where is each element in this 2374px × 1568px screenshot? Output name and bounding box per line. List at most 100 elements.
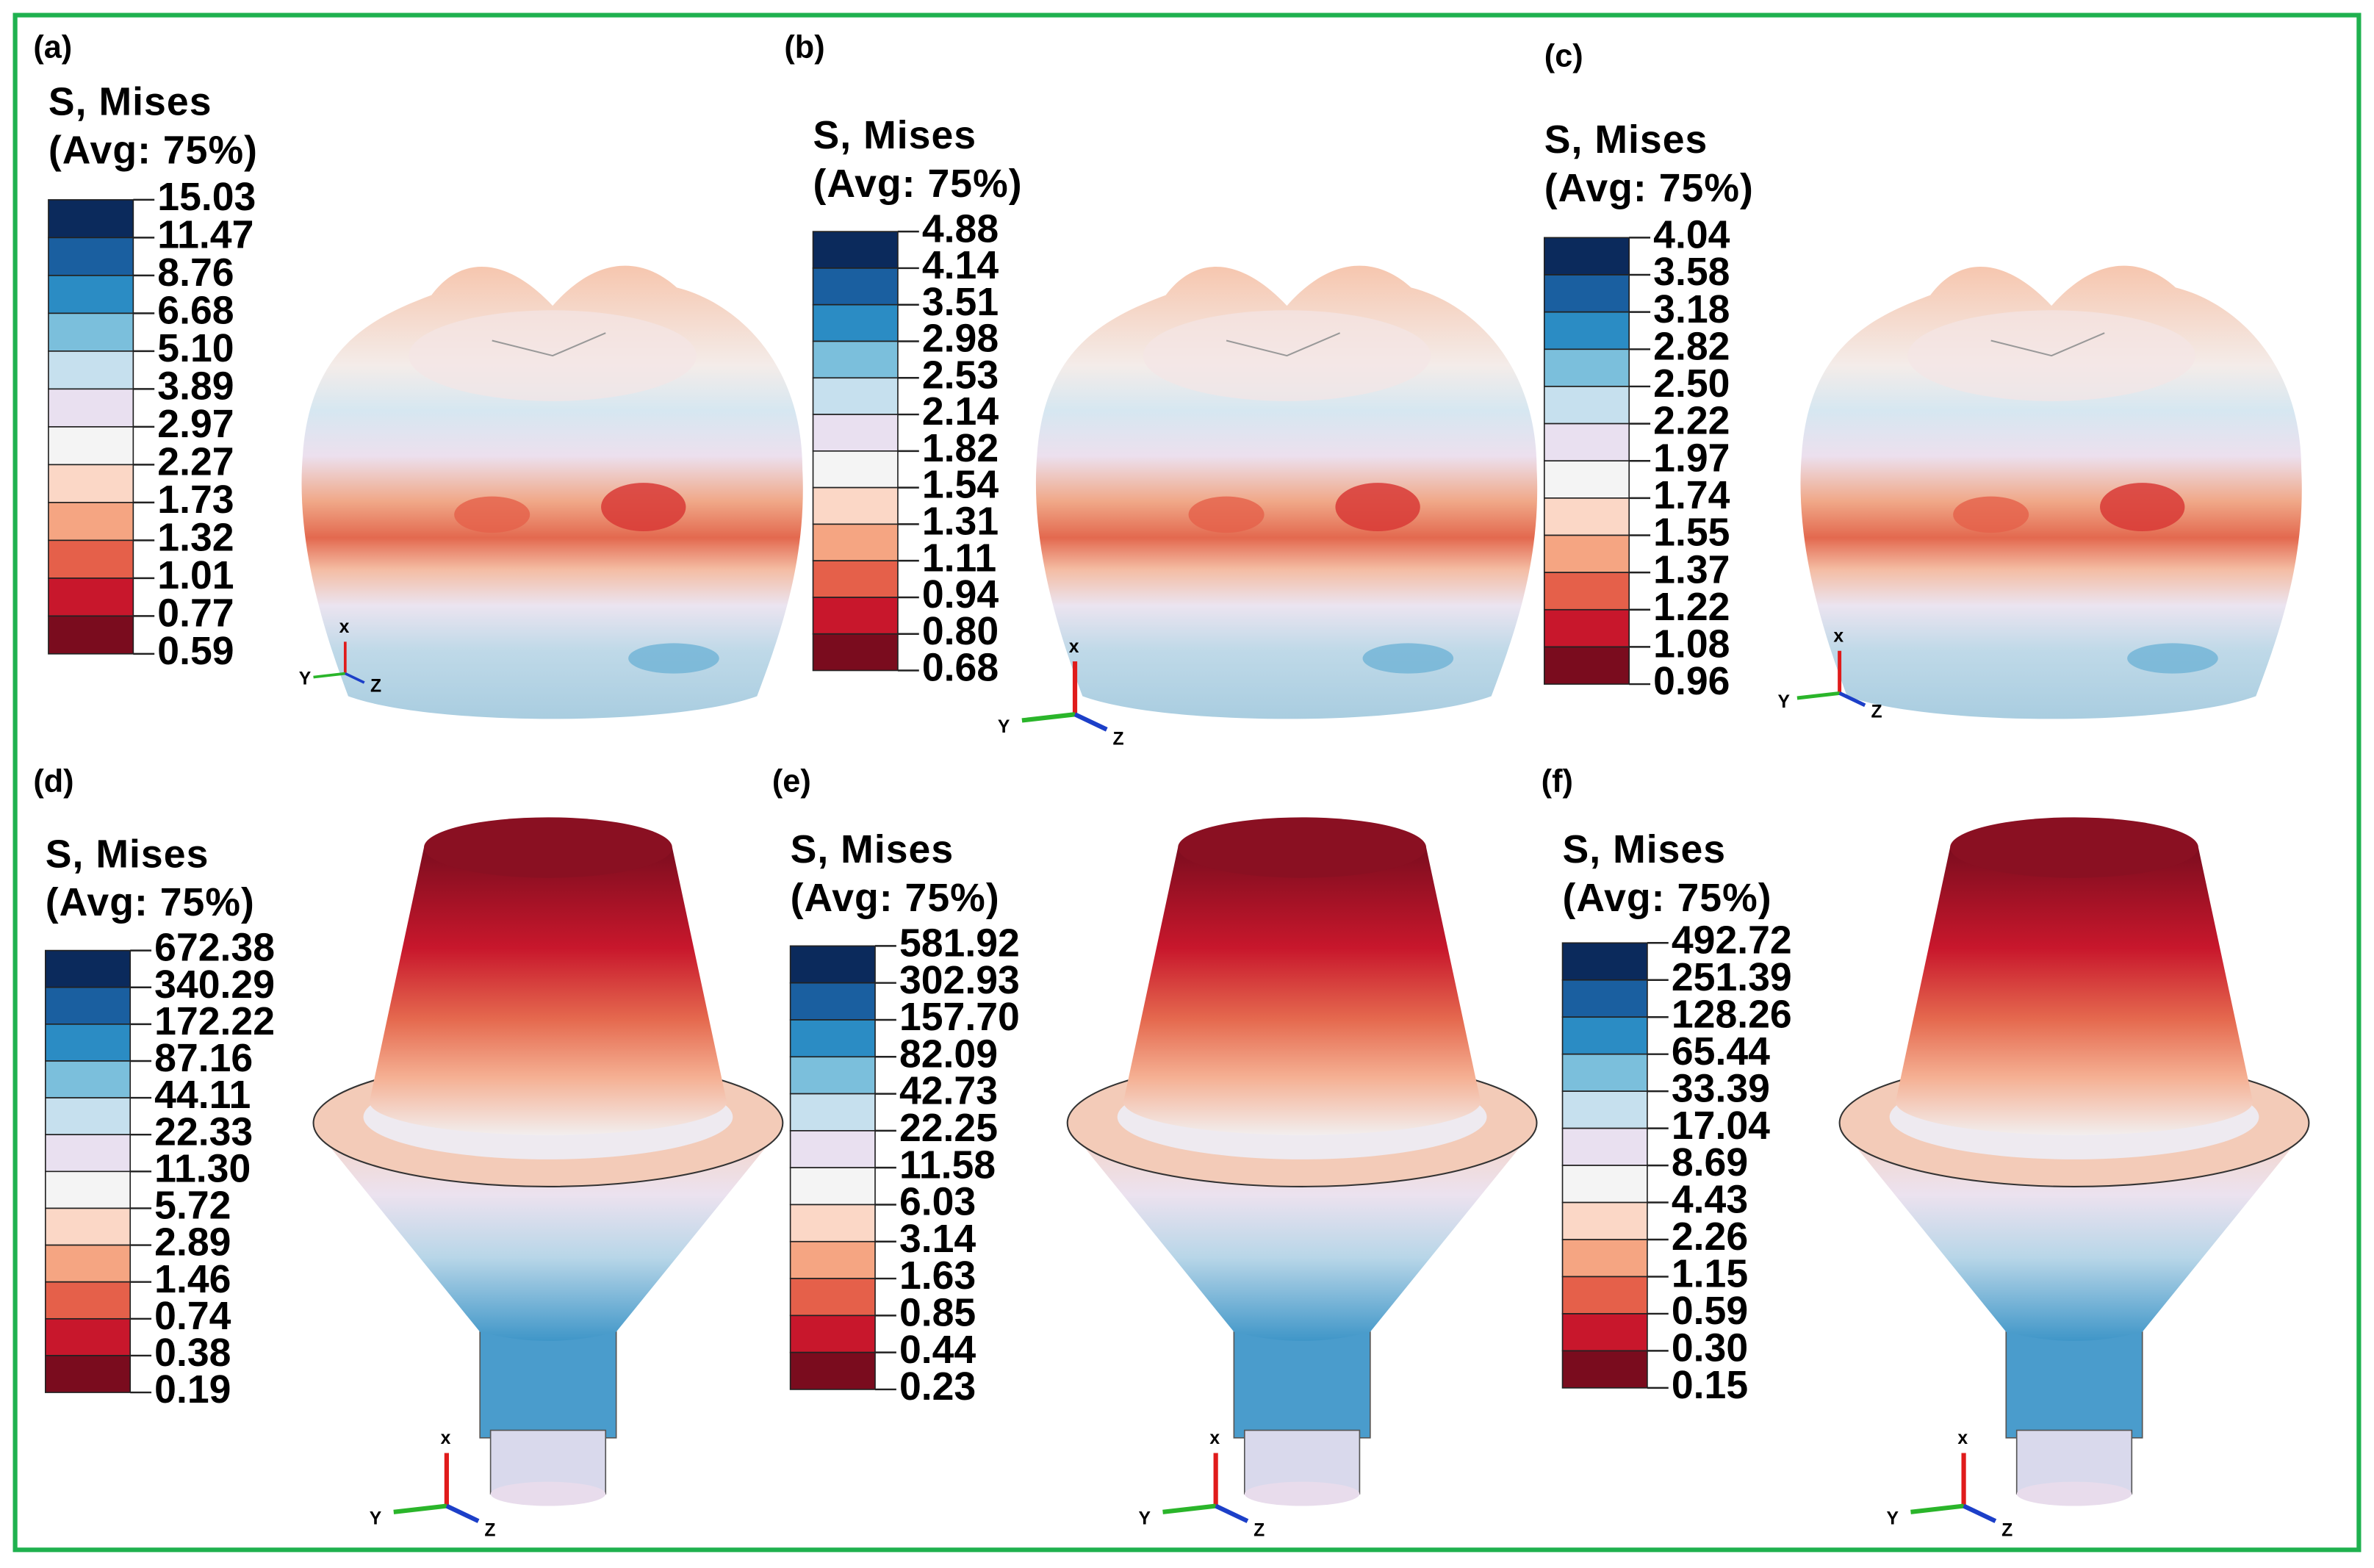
legend-level: 2.82 <box>1653 325 1730 368</box>
blue-patch <box>1362 643 1454 674</box>
legend-swatch <box>789 1167 876 1206</box>
axis-y-label: Y <box>370 1508 382 1528</box>
legend-swatch <box>812 414 899 452</box>
panel-label: (a) <box>33 29 72 65</box>
legend-level: 0.68 <box>922 647 999 690</box>
legend-swatch <box>48 578 134 617</box>
legend-level: 4.43 <box>1672 1179 1748 1222</box>
axis-x-label: x <box>1957 1428 1968 1448</box>
legend-swatch <box>48 539 134 579</box>
legend-swatch <box>1561 1127 1648 1166</box>
legend-swatch <box>789 1240 876 1279</box>
legend-level: 22.33 <box>154 1110 253 1154</box>
legend-level: 2.89 <box>154 1221 231 1265</box>
stress-spot <box>454 496 530 533</box>
legend-swatch <box>789 1315 876 1353</box>
legend-swatch <box>48 426 134 466</box>
panel: (c) S, Mises (Avg: 75%)4.043.583.182.822.5… <box>1543 39 2302 722</box>
axis-z-label: Z <box>1253 1521 1265 1541</box>
axis-x-label: x <box>339 617 350 637</box>
legend-title: S, Mises <box>791 828 954 871</box>
panel-label: (e) <box>772 763 811 799</box>
axis-x-label: x <box>1833 626 1844 646</box>
axis-z-label: Z <box>1113 729 1124 749</box>
legend-level: 82.09 <box>899 1032 998 1076</box>
abutment-funnel <box>1844 1132 2305 1342</box>
legend-swatch <box>48 237 134 276</box>
legend-swatch <box>1561 1201 1648 1240</box>
legend-level: 17.04 <box>1672 1104 1770 1148</box>
legend-level: 1.15 <box>1672 1253 1748 1296</box>
legend-swatch <box>1561 1090 1648 1129</box>
legend-level: 15.03 <box>157 176 256 219</box>
legend-level: 1.46 <box>154 1258 231 1301</box>
legend-subtitle: (Avg: 75%) <box>1563 877 1772 920</box>
legend-swatch <box>789 945 876 984</box>
legend-level: 0.80 <box>922 610 999 653</box>
stress-spot <box>2100 483 2185 532</box>
axis-z-arrow <box>1963 1503 1997 1523</box>
legend-level: 1.11 <box>922 536 996 580</box>
legend-swatch <box>1561 979 1648 1018</box>
abutment-cone <box>1123 847 1481 1135</box>
crown-body <box>301 265 803 719</box>
legend-swatch <box>1561 1165 1648 1204</box>
axis-z-label: Z <box>2001 1521 2012 1541</box>
stress-spot <box>601 483 686 532</box>
blue-patch <box>628 643 719 674</box>
legend-level: 0.23 <box>899 1365 976 1409</box>
legend-level: 1.82 <box>922 427 999 470</box>
legend-level: 0.94 <box>922 573 999 616</box>
legend-level: 11.47 <box>157 214 253 257</box>
axis-y-label: Y <box>1778 692 1791 712</box>
legend-level: 4.04 <box>1653 214 1730 257</box>
legend-swatch <box>1561 1239 1648 1278</box>
panel: (a) S, Mises (Avg: 75%)15.0311.478.766.685… <box>33 29 803 719</box>
legend-title: S, Mises <box>813 114 977 157</box>
legend-level: 0.44 <box>899 1328 976 1372</box>
legend-level: 2.50 <box>1653 362 1730 406</box>
legend-level: 2.22 <box>1653 400 1730 443</box>
legend-level: 0.38 <box>154 1331 231 1375</box>
panel: (b) S, Mises (Avg: 75%)4.884.143.512.982.5… <box>784 29 1538 749</box>
legend-swatch <box>1561 1276 1648 1315</box>
legend-swatch <box>44 1170 132 1209</box>
legend-level: 1.63 <box>899 1254 976 1298</box>
legend-swatch <box>48 388 134 428</box>
axis-z-label: Z <box>1871 702 1882 722</box>
legend-swatch <box>44 1060 132 1098</box>
abutment-base-end <box>1244 1481 1360 1506</box>
legend-level: 0.19 <box>154 1368 231 1411</box>
legend-swatch <box>789 1204 876 1242</box>
axis-y-label: Y <box>299 669 312 688</box>
legend-level: 3.18 <box>1653 288 1730 331</box>
panel: (d) S, Mises (Avg: 75%)672.38340.29172.228… <box>33 763 784 1541</box>
legend-swatch <box>812 377 899 415</box>
crown-fissure <box>1226 332 1341 357</box>
legend-level: 3.14 <box>899 1218 976 1261</box>
legend-swatch <box>48 275 134 314</box>
legend-swatch <box>812 597 899 635</box>
legend-level: 11.58 <box>899 1143 996 1187</box>
legend-swatch <box>1543 460 1630 499</box>
legend-level: 65.44 <box>1672 1030 1770 1073</box>
panel: (e) S, Mises (Avg: 75%)581.92302.93157.708… <box>772 763 1538 1541</box>
legend-swatch <box>44 1244 132 1283</box>
legend-level: 1.54 <box>922 464 999 507</box>
crown-fissure <box>1990 332 2105 357</box>
blue-patch <box>2127 643 2218 674</box>
legend-level: 1.73 <box>157 478 234 522</box>
legend-swatch <box>789 1093 876 1132</box>
legend-swatch <box>789 1351 876 1390</box>
legend-level: 1.74 <box>1653 474 1730 517</box>
legend-swatch <box>44 1355 132 1393</box>
legend-level: 0.74 <box>154 1295 231 1338</box>
legend-level: 8.69 <box>1672 1141 1748 1184</box>
legend-level: 2.26 <box>1672 1215 1748 1259</box>
legend-swatch <box>44 986 132 1025</box>
axis-x-label: x <box>1069 637 1079 657</box>
stress-spot <box>1953 496 2029 533</box>
legend-level: 0.77 <box>157 592 234 636</box>
legend-swatch <box>1543 608 1630 648</box>
legend-subtitle: (Avg: 75%) <box>48 129 258 172</box>
